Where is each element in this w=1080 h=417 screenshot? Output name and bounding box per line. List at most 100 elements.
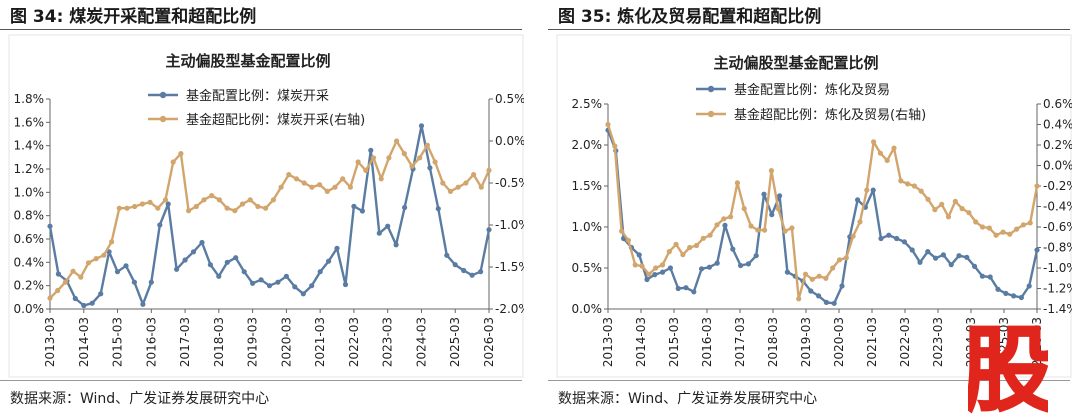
x-tick-label: 2026-03 — [482, 317, 496, 367]
x-tick-label: 2023-03 — [931, 317, 945, 367]
data-point — [987, 274, 993, 280]
data-point — [363, 167, 369, 173]
right-tick-label: 0.6% — [1043, 97, 1072, 111]
left-tick-label: 1.6% — [14, 115, 45, 129]
data-point — [386, 155, 392, 161]
data-point — [478, 269, 484, 275]
data-point — [933, 255, 939, 261]
data-point — [427, 165, 433, 171]
left-tick-label: 0.2% — [14, 279, 45, 293]
data-point — [340, 176, 346, 182]
legend-marker — [707, 85, 715, 93]
data-point — [714, 222, 720, 228]
data-point — [174, 266, 180, 272]
data-point — [761, 191, 767, 197]
data-point — [424, 142, 430, 148]
right-tick-label: -1.2% — [1043, 282, 1072, 296]
data-point — [966, 210, 972, 216]
title-rule — [0, 29, 522, 30]
data-point — [93, 256, 99, 262]
x-tick-label: 2018-03 — [766, 317, 780, 367]
data-point — [1034, 247, 1040, 253]
data-point — [1003, 290, 1009, 296]
data-point — [132, 203, 138, 210]
data-point — [461, 267, 467, 274]
data-point — [355, 159, 361, 165]
data-point — [877, 150, 883, 156]
data-point — [300, 291, 306, 297]
data-point — [639, 263, 645, 269]
data-point — [471, 172, 477, 178]
data-point — [738, 262, 744, 269]
series-line — [606, 124, 1039, 300]
data-point — [199, 239, 205, 246]
data-point — [317, 269, 323, 275]
right-tick-label: 0.5% — [495, 92, 524, 106]
x-tick-label: 2024-03 — [414, 317, 428, 367]
data-point — [680, 252, 686, 258]
data-point — [857, 219, 863, 225]
data-point — [370, 155, 377, 161]
data-point — [683, 285, 689, 291]
data-point — [993, 232, 999, 238]
data-point — [258, 277, 264, 283]
data-point — [478, 184, 484, 190]
data-point — [850, 233, 856, 239]
right-tick-label: -1.0% — [495, 218, 524, 232]
data-point — [157, 222, 163, 228]
legend-label: 基金超配比例：炼化及贸易(右轴) — [734, 107, 926, 123]
data-point — [409, 163, 415, 169]
data-point — [224, 205, 230, 211]
data-point — [823, 299, 829, 305]
left-tick-label: 0.0% — [14, 302, 45, 316]
data-point — [286, 172, 292, 178]
data-point — [72, 295, 78, 302]
left-tick-label: 0.0% — [572, 302, 603, 316]
chart-frame — [8, 34, 524, 378]
data-point — [605, 121, 611, 128]
data-point — [894, 235, 900, 242]
data-point — [808, 288, 814, 294]
data-point — [147, 199, 153, 205]
data-point — [178, 151, 184, 157]
data-point — [952, 198, 958, 204]
data-point — [636, 252, 642, 258]
x-tick-label: 2019-03 — [799, 317, 813, 367]
x-tick-label: 2020-03 — [832, 317, 846, 367]
data-point — [673, 241, 679, 247]
left-tick-label: 1.4% — [14, 139, 45, 153]
data-point — [444, 252, 450, 258]
data-point — [140, 301, 146, 307]
data-point — [836, 257, 843, 263]
data-point — [247, 197, 253, 203]
legend-marker — [707, 110, 715, 118]
data-point — [700, 235, 706, 241]
data-point — [652, 272, 658, 278]
data-point — [401, 151, 407, 157]
data-point — [979, 224, 986, 230]
data-point — [55, 287, 61, 294]
data-point — [368, 147, 374, 153]
data-point — [101, 252, 107, 258]
data-point — [186, 208, 192, 214]
data-point — [447, 188, 454, 194]
data-point — [393, 242, 399, 248]
data-point — [378, 176, 384, 182]
chart-title: 主动偏股型基金配置比例 — [165, 52, 330, 70]
data-point — [782, 228, 788, 234]
data-point — [241, 269, 247, 275]
right-tick-label: -0.2% — [1043, 179, 1072, 193]
data-point — [886, 232, 892, 238]
data-point — [334, 245, 340, 251]
data-point — [47, 295, 53, 301]
data-point — [455, 184, 461, 190]
data-point — [809, 276, 815, 282]
data-point — [385, 223, 391, 229]
data-point — [190, 249, 197, 255]
data-point — [293, 176, 300, 182]
data-point — [784, 269, 790, 275]
data-point — [762, 227, 768, 233]
data-point — [948, 262, 954, 268]
data-point — [871, 139, 877, 145]
data-point — [625, 237, 631, 243]
